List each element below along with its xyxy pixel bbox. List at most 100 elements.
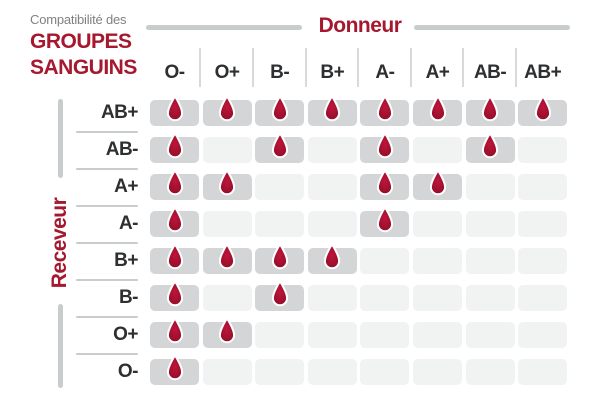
cell-O+-from-B- bbox=[255, 322, 305, 348]
chart-title: Compatibilité des GROUPES SANGUINS bbox=[30, 12, 150, 79]
blood-drop-icon bbox=[166, 206, 183, 233]
cell-A--from-O+ bbox=[202, 211, 252, 237]
column-separator bbox=[199, 48, 202, 87]
blood-drop-icon bbox=[219, 317, 236, 344]
cell-B--from-B+ bbox=[307, 285, 357, 311]
cell-A--from-AB- bbox=[465, 211, 515, 237]
row-separator bbox=[76, 316, 138, 318]
cell-AB+-from-AB- bbox=[465, 95, 515, 126]
blood-drop-icon bbox=[166, 132, 183, 159]
recipient-header-O+: O+ bbox=[113, 324, 138, 345]
cell-O--from-O- bbox=[150, 354, 199, 385]
blood-drop-icon bbox=[166, 280, 183, 307]
blood-drop-icon bbox=[166, 354, 183, 381]
blood-drop-icon bbox=[219, 169, 236, 196]
cell-AB+-from-O- bbox=[150, 95, 199, 126]
cell-A+-from-B+ bbox=[307, 174, 357, 200]
chart-title-line2: SANGUINS bbox=[30, 56, 137, 79]
cell-A+-from-AB+ bbox=[518, 174, 568, 200]
row-separator bbox=[76, 353, 138, 355]
blood-drop-icon bbox=[271, 132, 288, 159]
cell-AB+-from-A- bbox=[360, 95, 410, 126]
blood-drop-icon bbox=[482, 95, 499, 122]
recipient-header-AB-: AB- bbox=[105, 139, 139, 160]
cell-B--from-O- bbox=[150, 280, 199, 311]
cell-AB--from-AB+ bbox=[518, 137, 568, 163]
cell-O+-from-AB- bbox=[465, 322, 515, 348]
blood-drop-icon bbox=[166, 169, 183, 196]
recipient-header-A-: A- bbox=[118, 213, 139, 234]
cell-O--from-A- bbox=[360, 359, 410, 385]
column-separator bbox=[304, 48, 307, 87]
blood-drop-icon bbox=[219, 243, 236, 270]
cell-B+-from-AB+ bbox=[518, 248, 568, 274]
blood-drop-icon bbox=[534, 95, 551, 122]
cell-B+-from-B+ bbox=[307, 243, 357, 274]
column-separator bbox=[514, 48, 517, 87]
blood-drop-icon bbox=[429, 169, 446, 196]
cell-O+-from-O- bbox=[150, 317, 199, 348]
cell-O+-from-B+ bbox=[307, 322, 357, 348]
cell-B--from-A- bbox=[360, 285, 410, 311]
donor-header-B+: B+ bbox=[320, 62, 345, 83]
cell-O--from-AB- bbox=[465, 359, 515, 385]
row-separator bbox=[76, 168, 138, 170]
cell-AB--from-AB- bbox=[465, 132, 515, 163]
row-separator bbox=[76, 131, 138, 133]
recipient-header-A+: A+ bbox=[114, 176, 138, 197]
cell-AB--from-A- bbox=[360, 132, 410, 163]
cell-B--from-B- bbox=[255, 280, 305, 311]
donor-header-AB+: AB+ bbox=[524, 62, 562, 83]
recipient-axis-line-bottom bbox=[58, 304, 63, 388]
recipient-axis-line-top bbox=[58, 99, 63, 178]
column-separator bbox=[251, 48, 254, 87]
compatibility-matrix bbox=[150, 95, 568, 385]
row-separator bbox=[76, 205, 138, 207]
cell-A--from-AB+ bbox=[518, 211, 568, 237]
blood-drop-icon bbox=[271, 95, 288, 122]
chart-title-eyebrow: Compatibilité des bbox=[30, 12, 127, 27]
blood-drop-icon bbox=[166, 317, 183, 344]
cell-B+-from-AB- bbox=[465, 248, 515, 274]
donor-axis-label: Donneur bbox=[318, 14, 402, 37]
cell-AB--from-O- bbox=[150, 132, 199, 163]
cell-A--from-A- bbox=[360, 206, 410, 237]
cell-AB+-from-AB+ bbox=[518, 95, 568, 126]
donor-header-A-: A- bbox=[375, 62, 395, 83]
donor-header-AB-: AB- bbox=[473, 62, 507, 83]
blood-drop-icon bbox=[376, 132, 393, 159]
cell-AB+-from-B- bbox=[255, 95, 305, 126]
cell-O--from-B- bbox=[255, 359, 305, 385]
recipient-header-B+: B+ bbox=[114, 250, 138, 271]
row-separator bbox=[76, 242, 138, 244]
blood-drop-icon bbox=[166, 243, 183, 270]
cell-AB--from-B+ bbox=[307, 137, 357, 163]
cell-O+-from-A+ bbox=[413, 322, 462, 348]
cell-B--from-AB+ bbox=[518, 285, 568, 311]
cell-O--from-B+ bbox=[307, 359, 357, 385]
blood-drop-icon bbox=[271, 243, 288, 270]
blood-drop-icon bbox=[429, 95, 446, 122]
blood-drop-icon bbox=[376, 169, 393, 196]
blood-drop-icon bbox=[219, 95, 236, 122]
column-separator bbox=[462, 48, 465, 87]
cell-B+-from-A+ bbox=[413, 248, 462, 274]
blood-drop-icon bbox=[482, 132, 499, 159]
blood-drop-icon bbox=[271, 280, 288, 307]
recipient-header-O-: O- bbox=[117, 361, 139, 382]
recipient-header-B-: B- bbox=[118, 287, 139, 308]
cell-B--from-AB- bbox=[465, 285, 515, 311]
cell-O--from-O+ bbox=[202, 359, 252, 385]
cell-O+-from-AB+ bbox=[518, 322, 568, 348]
cell-O+-from-O+ bbox=[202, 317, 252, 348]
cell-B--from-O+ bbox=[202, 285, 252, 311]
cell-B--from-A+ bbox=[413, 285, 462, 311]
cell-AB+-from-B+ bbox=[307, 95, 357, 126]
cell-O--from-A+ bbox=[413, 359, 462, 385]
cell-AB--from-A+ bbox=[413, 137, 462, 163]
cell-AB+-from-O+ bbox=[202, 95, 252, 126]
cell-O+-from-A- bbox=[360, 322, 410, 348]
chart-title-line1: GROUPES bbox=[30, 30, 132, 53]
blood-drop-icon bbox=[376, 95, 393, 122]
